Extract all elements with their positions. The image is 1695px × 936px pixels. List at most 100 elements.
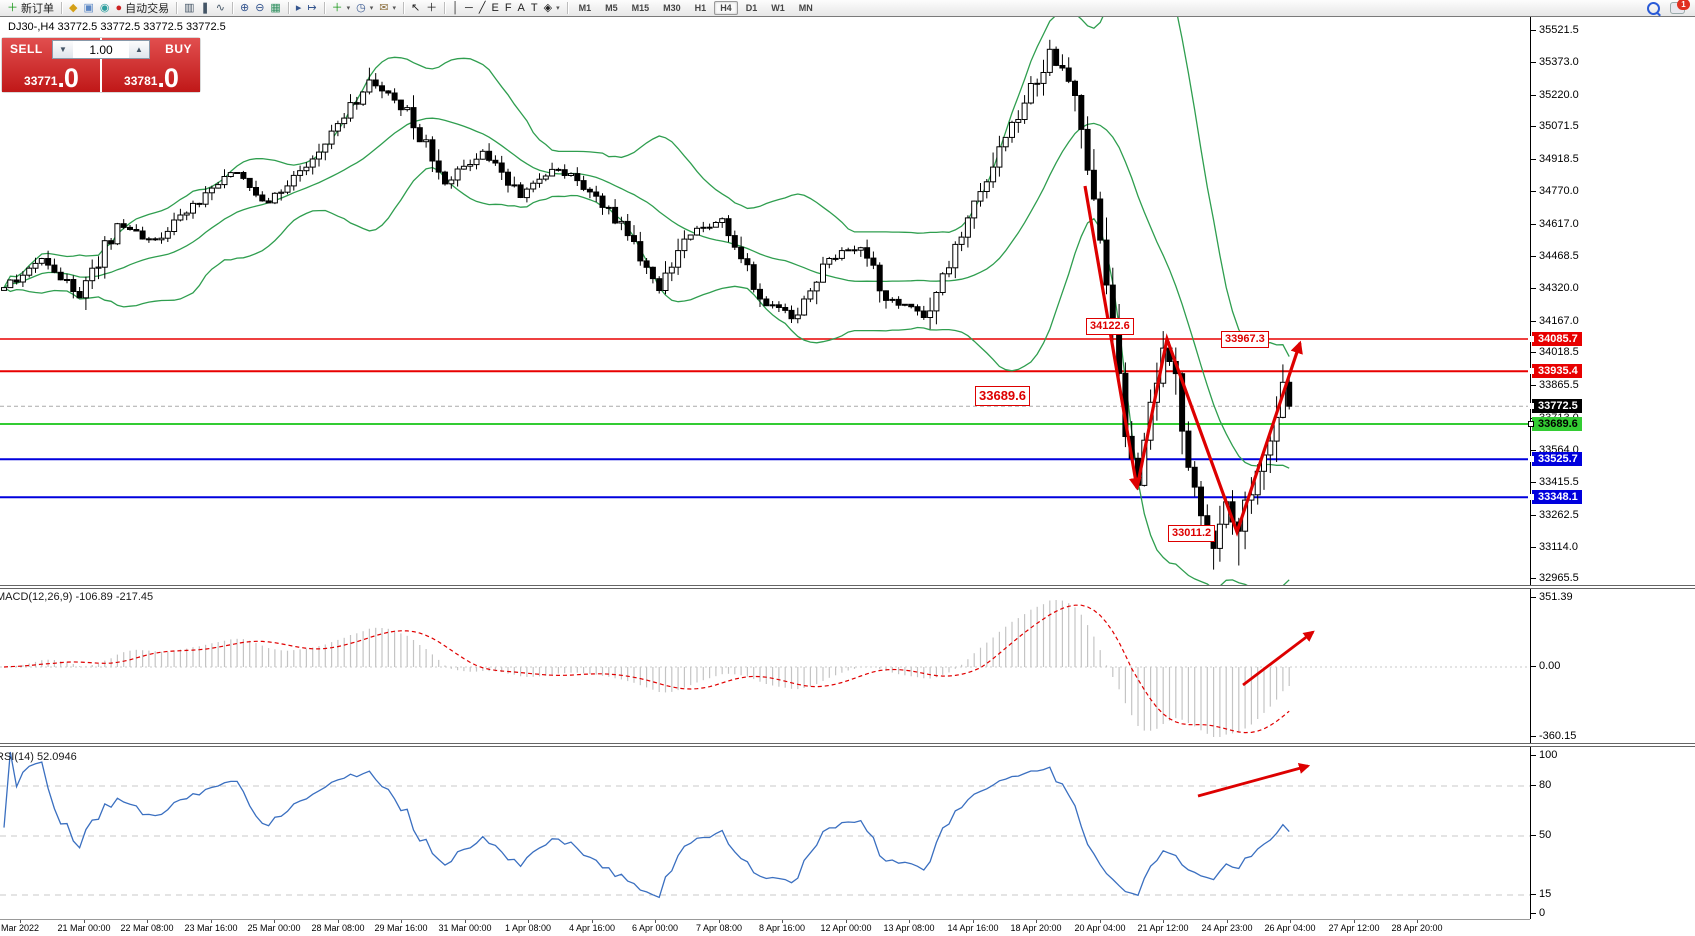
templates-button[interactable]: ✉ ▾: [376, 1, 399, 16]
signals-button[interactable]: ◉: [97, 1, 113, 16]
price-level-badge-33935.4[interactable]: 33935.4: [1528, 364, 1582, 378]
market-watch-button[interactable]: ▣: [80, 1, 96, 16]
chart-shift-icon: ↦: [307, 1, 317, 14]
equidistant-channel-button[interactable]: E: [488, 1, 501, 16]
price-tick-label: 33415.5: [1531, 476, 1579, 488]
time-tick: [1036, 920, 1037, 923]
periods-dropdown-icon: ▾: [369, 5, 374, 12]
macd-pane-canvas[interactable]: [0, 590, 1530, 743]
periods-icon: ◷: [356, 1, 366, 14]
macd-arrow-annotation[interactable]: [1242, 630, 1315, 687]
volume-increase-button[interactable]: ▲: [129, 41, 149, 58]
crosshair-button[interactable]: ＋: [423, 1, 440, 16]
cursor-button[interactable]: ↖: [408, 1, 423, 16]
rsi-pane-canvas[interactable]: [0, 748, 1530, 918]
chart-shift-button[interactable]: ↦: [304, 1, 319, 16]
new-order-button[interactable]: ＋新订单: [4, 1, 57, 16]
price-level-badge-33689.6[interactable]: 33689.6: [1528, 417, 1582, 431]
zoom-in-icon: ⊕: [239, 1, 250, 14]
macd-histogram: [9, 600, 1290, 737]
timeframe-h1-button[interactable]: H1: [694, 3, 707, 13]
horizontal-line-button[interactable]: ─: [462, 1, 476, 16]
toolbar-separator: [566, 2, 568, 14]
chart-bars-button[interactable]: ▥: [181, 1, 197, 16]
zoom-out-button[interactable]: ⊖: [252, 1, 267, 16]
time-axis-label: 14 Apr 16:00: [947, 923, 999, 933]
trendline-button[interactable]: ╱: [476, 1, 489, 16]
vertical-line-icon: │: [452, 1, 460, 14]
timeframe-mn-button[interactable]: MN: [798, 3, 813, 13]
time-axis-label: 23 Mar 16:00: [184, 923, 238, 933]
timeframe-h4-button[interactable]: H4: [714, 1, 738, 15]
search-icon[interactable]: [1647, 1, 1660, 15]
time-tick: [1354, 920, 1355, 923]
crosshair-icon: ＋: [426, 1, 438, 14]
new-order-label: 新订单: [21, 3, 54, 15]
price-axis[interactable]: 35521.5 35373.0 35220.0 35071.5 34918.5 34770…: [1528, 17, 1695, 919]
pane-separator-rsi[interactable]: [0, 743, 1695, 747]
toolbar-separator: [323, 2, 325, 14]
auto-scroll-button[interactable]: ▸: [293, 1, 305, 16]
time-tick: [211, 920, 212, 923]
rsi-arrow-annotation[interactable]: [1197, 762, 1311, 798]
volume-decrease-button[interactable]: ▼: [53, 41, 73, 58]
price-tick-label: 34320.0: [1531, 282, 1579, 294]
tile-windows-button[interactable]: ▦: [267, 1, 283, 16]
time-axis-label: 28 Apr 20:00: [1391, 923, 1443, 933]
annotation-price-tag-33967.3[interactable]: 33967.3: [1221, 331, 1269, 348]
notification-badge: 1: [1677, 0, 1690, 10]
sell-label: SELL: [10, 42, 43, 56]
autotrading-button[interactable]: ● 自动交易: [112, 1, 172, 16]
trend-arrow-annotation[interactable]: [1083, 185, 1142, 491]
time-axis-label: 31 Mar 00:00: [438, 923, 492, 933]
price-level-badge-33772.5[interactable]: 33772.5: [1528, 399, 1582, 413]
fibonacci-button[interactable]: F: [502, 1, 515, 16]
toolbar-separator: [444, 2, 446, 14]
main-chart-canvas[interactable]: [0, 17, 1530, 585]
timeframe-m30-button[interactable]: M30: [663, 3, 681, 13]
timeframe-w1-button[interactable]: W1: [771, 3, 785, 13]
shapes-button[interactable]: ◈ ▾: [541, 1, 563, 16]
annotation-price-tag-33689.6[interactable]: 33689.6: [975, 386, 1030, 406]
zoom-in-button[interactable]: ⊕: [237, 1, 252, 16]
time-axis-label: 25 Mar 00:00: [247, 923, 301, 933]
price-tick-label: 35071.5: [1531, 120, 1579, 132]
timeframe-m1-button[interactable]: M1: [578, 3, 592, 13]
time-tick: [274, 920, 275, 923]
time-axis-label: 12 Apr 00:00: [820, 923, 872, 933]
chat-icon[interactable]: 1: [1670, 0, 1690, 14]
price-tick-label: 34918.5: [1531, 153, 1579, 165]
time-tick: [592, 920, 593, 923]
time-tick: [1227, 920, 1228, 923]
price-level-badge-34085.7[interactable]: 34085.7: [1528, 332, 1582, 346]
price-level-badge-33348.1[interactable]: 33348.1: [1528, 490, 1582, 504]
toolbar-separator: [287, 2, 289, 14]
time-tick: [1100, 920, 1101, 923]
time-axis[interactable]: Mar 2022 21 Mar 00:00 22 Mar 08:00 23 Mar 1…: [0, 919, 1530, 936]
timeframe-m5-button[interactable]: M5: [605, 3, 618, 13]
annotation-price-tag-33011.2[interactable]: 33011.2: [1168, 525, 1216, 542]
annotation-price-tag-34122.6[interactable]: 34122.6: [1086, 318, 1134, 335]
periods-button[interactable]: ◷ ▾: [353, 1, 376, 16]
time-axis-label: 24 Apr 23:00: [1201, 923, 1253, 933]
horizontal-line-icon: ─: [465, 1, 473, 14]
time-tick: [1290, 920, 1291, 923]
timeframe-d1-button[interactable]: D1: [745, 3, 758, 13]
indicators-button[interactable]: ＋ ▾: [329, 1, 354, 16]
timeframe-m15-button[interactable]: M15: [631, 3, 650, 13]
chart-candles-button[interactable]: ❚: [198, 1, 213, 16]
chart-line-button[interactable]: ∿: [213, 1, 228, 16]
vertical-line-button[interactable]: │: [449, 1, 462, 16]
signals-icon: ◉: [99, 1, 110, 14]
volume-input[interactable]: [73, 41, 129, 58]
bollinger-middle: [3, 117, 1290, 469]
zoom-out-icon: ⊖: [255, 1, 265, 14]
pane-separator-macd[interactable]: [0, 585, 1695, 589]
trend-arrow-annotation[interactable]: [1135, 333, 1303, 537]
text-label-button[interactable]: T: [528, 1, 541, 16]
auto-scroll-icon: ▸: [295, 1, 302, 14]
text-button[interactable]: A: [515, 1, 528, 16]
price-level-badge-33525.7[interactable]: 33525.7: [1528, 452, 1582, 466]
alerts-button[interactable]: ◆: [66, 1, 80, 16]
chart-line-icon: ∿: [215, 1, 225, 14]
